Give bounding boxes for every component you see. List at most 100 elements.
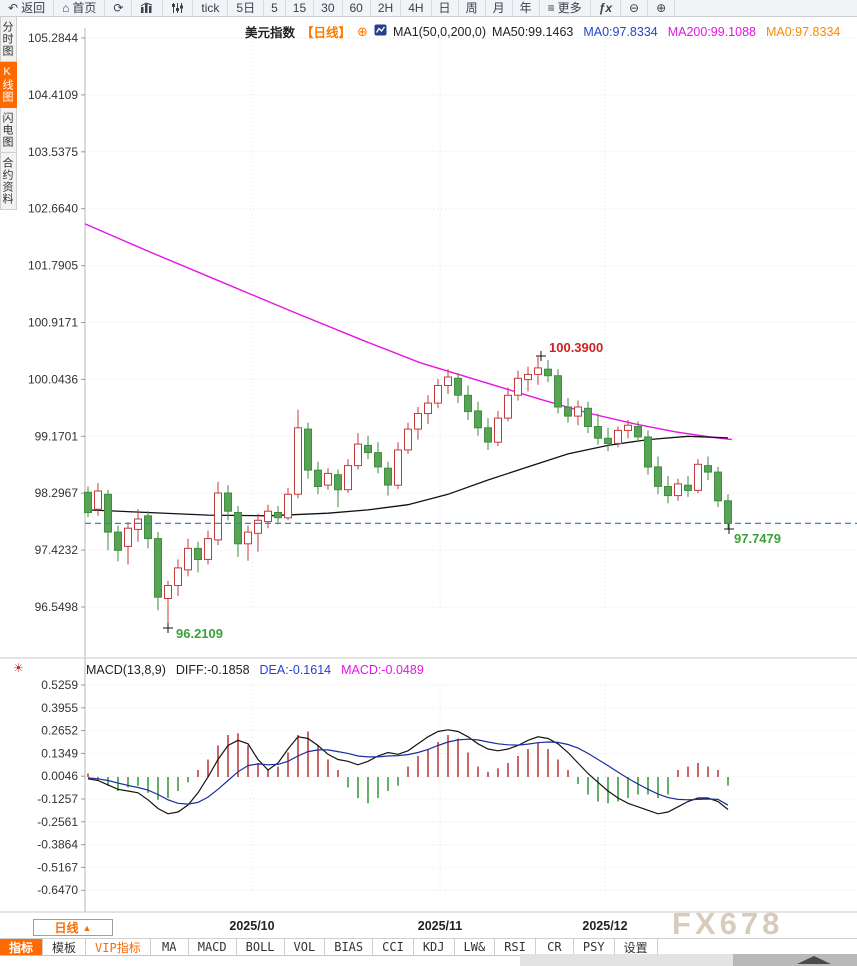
horizontal-scrollbar-thumb[interactable]	[733, 954, 857, 966]
y-axis-tick-label: -0.2561	[37, 815, 78, 829]
candle	[394, 449, 402, 486]
toolbar-button-zoom-out-icon[interactable]: ⊖	[621, 0, 649, 16]
toolbar-button-月[interactable]: 月	[486, 0, 513, 16]
indicator-tab-bar: 指标 模板 VIP指标 MA MACD BOLL VOL BIAS CCI KDJ LW& RSI CR…	[0, 938, 857, 956]
indicator-tab-BOLL[interactable]: BOLL	[236, 939, 285, 955]
toolbar-button-refresh-icon[interactable]: ⟳	[105, 0, 133, 16]
candle	[544, 368, 552, 377]
candle	[324, 472, 332, 486]
mini-chart-icon	[374, 24, 387, 39]
indicator-tab-模板[interactable]: 模板	[43, 939, 87, 955]
toolbar-button-5[interactable]: 5	[264, 0, 286, 16]
candle	[84, 491, 92, 513]
macd-params-label: MACD(13,8,9)	[86, 663, 166, 677]
toolbar-button-candlestick-chart-icon[interactable]	[132, 0, 164, 16]
candle	[484, 427, 492, 443]
y-axis-tick-label: 105.2844	[28, 31, 78, 45]
indicator-tab-MA[interactable]: MA	[150, 939, 189, 955]
indicator-tab-MACD[interactable]: MACD	[188, 939, 237, 955]
candle	[654, 466, 662, 487]
toolbar-button-label: 年	[519, 1, 532, 15]
y-axis-tick-label: -0.6470	[37, 883, 78, 897]
indicator-tab-指标[interactable]: 指标	[0, 939, 44, 955]
candle	[704, 465, 712, 473]
candle	[574, 406, 582, 417]
candle	[714, 471, 722, 502]
toolbar-button-返回[interactable]: ↶ 返回	[0, 0, 55, 16]
candle	[224, 492, 232, 512]
toolbar-button-日[interactable]: 日	[432, 0, 459, 16]
candle	[454, 377, 462, 396]
toolbar-button-sliders-icon[interactable]	[163, 0, 194, 16]
toolbar-button-5日[interactable]: 5日	[228, 0, 265, 16]
add-favorite-icon[interactable]: ⊕	[357, 23, 368, 39]
indicator-tab-KDJ[interactable]: KDJ	[413, 939, 455, 955]
toolbar-button-周[interactable]: 周	[459, 0, 486, 16]
toolbar-button-tick[interactable]: tick	[193, 0, 229, 16]
ma200-line	[84, 223, 733, 441]
toolbar-button-label: 更多	[557, 1, 582, 15]
indicator-tab-设置[interactable]: 设置	[614, 939, 658, 955]
indicator-tab-RSI[interactable]: RSI	[495, 939, 536, 955]
dea-line	[87, 738, 729, 806]
indicator-tab-CR[interactable]: CR	[535, 939, 574, 955]
home-icon: ⌂	[62, 1, 70, 15]
toolbar-button-label: 返回	[21, 1, 46, 15]
price-annotation: 97.7479	[734, 531, 781, 546]
y-axis-tick-label: 98.2967	[35, 486, 79, 500]
candle	[634, 426, 642, 438]
candle	[304, 428, 312, 471]
candle	[124, 527, 132, 547]
symbol-name: 美元指数	[245, 26, 296, 40]
period-selector-button[interactable]: 日线 ▲	[33, 919, 113, 936]
candle	[604, 437, 612, 444]
candle	[314, 469, 322, 488]
indicator-tab-VOL[interactable]: VOL	[284, 939, 326, 955]
candle	[614, 429, 622, 444]
toolbar-button-更多[interactable]: ≡ 更多	[540, 0, 591, 16]
price-annotation: 100.3900	[549, 340, 603, 355]
candle	[104, 493, 112, 533]
toolbar-button-30[interactable]: 30	[314, 0, 343, 16]
toolbar-button-60[interactable]: 60	[343, 0, 371, 16]
indicator-tab-PSY[interactable]: PSY	[573, 939, 615, 955]
candle	[334, 474, 342, 491]
candles-layer	[84, 356, 732, 630]
x-axis-month-label: 2025/10	[229, 919, 275, 933]
toolbar-button-15[interactable]: 15	[286, 0, 315, 16]
indicator-tab-VIP指标[interactable]: VIP指标	[86, 939, 151, 955]
candle	[144, 515, 152, 540]
toolbar-button-4H[interactable]: 4H	[401, 0, 432, 16]
toolbar-button-年[interactable]: 年	[513, 0, 540, 16]
candle	[174, 567, 182, 587]
candle	[344, 465, 352, 491]
scroll-up-arrow-icon[interactable]	[797, 956, 831, 964]
toolbar-button-首页[interactable]: ⌂ 首页	[54, 0, 106, 16]
candle	[374, 452, 382, 468]
menu-icon: ≡	[547, 1, 555, 15]
indicator-tab-BIAS[interactable]: BIAS	[325, 939, 374, 955]
sidebar-tab-分时图[interactable]: 分时图	[0, 17, 17, 62]
y-axis-tick-label: 0.5259	[41, 678, 78, 692]
indicator-settings-icon[interactable]: ☀	[13, 661, 24, 675]
macd-lines	[87, 729, 729, 815]
candle	[474, 410, 482, 429]
candle	[724, 500, 732, 524]
sidebar-tab-合约资料[interactable]: 合约资料	[0, 153, 17, 210]
sidebar-tab-闪电图[interactable]: 闪电图	[0, 108, 17, 153]
indicator-tab-LW&[interactable]: LW&	[454, 939, 496, 955]
indicator-tab-CCI[interactable]: CCI	[373, 939, 414, 955]
y-axis-tick-label: 101.7905	[28, 259, 78, 273]
candle	[504, 394, 512, 419]
toolbar-button-label: 15	[292, 1, 307, 15]
y-axis-tick-label: -0.1257	[37, 792, 78, 806]
toolbar-button-fx-icon[interactable]: ƒx	[591, 0, 621, 16]
sidebar-tab-K线图[interactable]: K线图	[0, 62, 17, 108]
toolbar-button-2H[interactable]: 2H	[371, 0, 402, 16]
y-axis-tick-label: 0.1349	[41, 746, 78, 760]
y-axis-tick-label: -0.3864	[37, 838, 78, 852]
candle	[164, 585, 172, 599]
x-axis-labels-row: 2025/10 2025/11 2025/12	[0, 918, 857, 937]
toolbar-button-zoom-in-icon[interactable]: ⊕	[648, 0, 676, 16]
